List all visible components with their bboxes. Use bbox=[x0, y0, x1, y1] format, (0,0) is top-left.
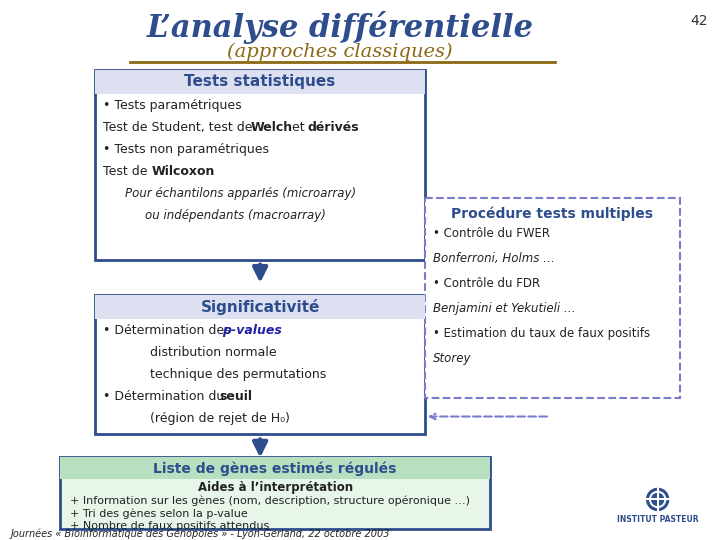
Text: distribution normale: distribution normale bbox=[150, 346, 277, 359]
Circle shape bbox=[647, 488, 669, 510]
FancyBboxPatch shape bbox=[60, 457, 490, 529]
Text: (approches classiques): (approches classiques) bbox=[228, 43, 453, 61]
Text: L’analyse différentielle: L’analyse différentielle bbox=[147, 11, 534, 44]
Text: Benjamini et Yekutieli …: Benjamini et Yekutieli … bbox=[433, 302, 575, 315]
Text: Storey: Storey bbox=[433, 352, 472, 365]
Text: Welch: Welch bbox=[250, 122, 292, 134]
FancyBboxPatch shape bbox=[95, 70, 425, 260]
Text: + Information sur les gènes (nom, description, structure opéronique …): + Information sur les gènes (nom, descri… bbox=[71, 495, 470, 505]
Text: • Contrôle du FWER: • Contrôle du FWER bbox=[433, 227, 550, 240]
Text: seuil: seuil bbox=[219, 390, 252, 403]
Circle shape bbox=[652, 494, 664, 505]
Text: • Contrôle du FDR: • Contrôle du FDR bbox=[433, 277, 540, 290]
Text: + Tri des gènes selon la p-value: + Tri des gènes selon la p-value bbox=[71, 508, 248, 518]
FancyBboxPatch shape bbox=[95, 70, 425, 94]
Text: (région de rejet de H₀): (région de rejet de H₀) bbox=[150, 412, 290, 425]
Text: Tests statistiques: Tests statistiques bbox=[184, 75, 336, 90]
Text: • Détermination du: • Détermination du bbox=[103, 390, 228, 403]
Text: • Estimation du taux de faux positifs: • Estimation du taux de faux positifs bbox=[433, 327, 650, 340]
Circle shape bbox=[649, 491, 666, 508]
Text: Pour échantilons apparIés (microarray): Pour échantilons apparIés (microarray) bbox=[125, 187, 356, 200]
Text: et: et bbox=[288, 122, 309, 134]
Text: Procédure tests multiples: Procédure tests multiples bbox=[451, 206, 653, 221]
Text: 42: 42 bbox=[690, 14, 708, 28]
Text: ou indépendants (macroarray): ou indépendants (macroarray) bbox=[145, 209, 326, 222]
Text: INSTITUT PASTEUR: INSTITUT PASTEUR bbox=[617, 515, 698, 524]
FancyBboxPatch shape bbox=[95, 295, 425, 319]
Text: Test de: Test de bbox=[103, 165, 152, 178]
Text: technique des permutations: technique des permutations bbox=[150, 368, 326, 381]
Text: Liste de gènes estimés régulés: Liste de gènes estimés régulés bbox=[153, 461, 397, 476]
FancyBboxPatch shape bbox=[95, 295, 425, 435]
Text: Wilcoxon: Wilcoxon bbox=[151, 165, 215, 178]
Text: Journées « Bioinformatique des Génopoles » - Lyon-Gerland, 22 octobre 2003: Journées « Bioinformatique des Génopoles… bbox=[10, 528, 390, 538]
Text: • Tests paramétriques: • Tests paramétriques bbox=[103, 99, 242, 112]
Text: Significativité: Significativité bbox=[200, 299, 320, 315]
Text: dérivés: dérivés bbox=[307, 122, 359, 134]
FancyBboxPatch shape bbox=[425, 198, 680, 397]
Text: Test de Student, test de: Test de Student, test de bbox=[103, 122, 257, 134]
FancyBboxPatch shape bbox=[60, 457, 490, 480]
Text: Aides à l’interprétation: Aides à l’interprétation bbox=[197, 481, 353, 494]
Text: + Nombre de faux positifs attendus: + Nombre de faux positifs attendus bbox=[71, 522, 269, 531]
Text: p-values: p-values bbox=[222, 324, 282, 337]
Text: Bonferroni, Holms …: Bonferroni, Holms … bbox=[433, 252, 555, 265]
Text: • Tests non paramétriques: • Tests non paramétriques bbox=[103, 143, 269, 156]
Text: • Détermination des: • Détermination des bbox=[103, 324, 235, 337]
